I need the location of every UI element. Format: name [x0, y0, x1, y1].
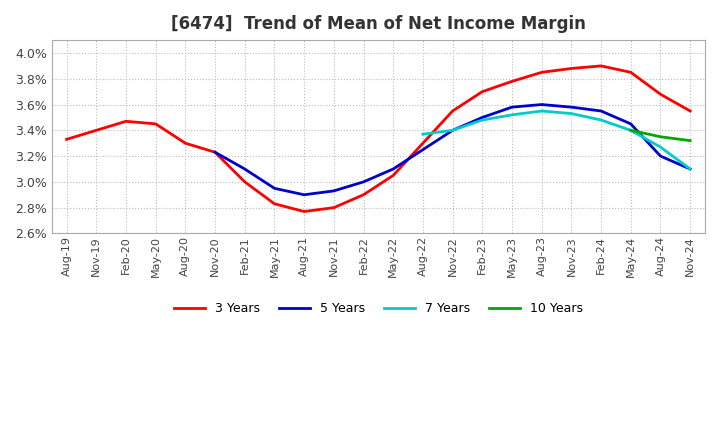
5 Years: [330, 188, 338, 194]
7 Years: [686, 166, 695, 172]
3 Years: [478, 89, 487, 94]
5 Years: [211, 150, 220, 155]
10 Years: [686, 138, 695, 143]
7 Years: [656, 144, 665, 150]
Line: 7 Years: 7 Years: [423, 111, 690, 169]
3 Years: [211, 150, 220, 155]
5 Years: [300, 192, 308, 198]
3 Years: [537, 70, 546, 75]
3 Years: [597, 63, 606, 69]
7 Years: [508, 112, 516, 117]
Line: 10 Years: 10 Years: [631, 130, 690, 141]
7 Years: [567, 111, 576, 116]
5 Years: [537, 102, 546, 107]
7 Years: [597, 117, 606, 123]
Legend: 3 Years, 5 Years, 7 Years, 10 Years: 3 Years, 5 Years, 7 Years, 10 Years: [168, 297, 588, 320]
5 Years: [270, 186, 279, 191]
5 Years: [567, 104, 576, 110]
3 Years: [626, 70, 635, 75]
Line: 3 Years: 3 Years: [66, 66, 690, 212]
7 Years: [626, 128, 635, 133]
5 Years: [240, 166, 249, 172]
10 Years: [626, 128, 635, 133]
3 Years: [122, 119, 130, 124]
3 Years: [418, 140, 427, 146]
3 Years: [300, 209, 308, 214]
Title: [6474]  Trend of Mean of Net Income Margin: [6474] Trend of Mean of Net Income Margi…: [171, 15, 586, 33]
3 Years: [181, 140, 189, 146]
3 Years: [240, 179, 249, 184]
3 Years: [656, 92, 665, 97]
3 Years: [508, 79, 516, 84]
7 Years: [537, 108, 546, 114]
3 Years: [449, 108, 457, 114]
5 Years: [449, 128, 457, 133]
5 Years: [418, 147, 427, 152]
10 Years: [656, 134, 665, 139]
5 Years: [597, 108, 606, 114]
7 Years: [449, 128, 457, 133]
3 Years: [151, 121, 160, 127]
3 Years: [92, 128, 101, 133]
3 Years: [270, 201, 279, 206]
5 Years: [626, 121, 635, 127]
5 Years: [686, 166, 695, 172]
3 Years: [389, 173, 397, 178]
5 Years: [508, 104, 516, 110]
3 Years: [359, 192, 368, 198]
7 Years: [478, 117, 487, 123]
3 Years: [686, 108, 695, 114]
5 Years: [478, 115, 487, 120]
5 Years: [389, 166, 397, 172]
5 Years: [656, 154, 665, 159]
3 Years: [330, 205, 338, 210]
Line: 5 Years: 5 Years: [215, 105, 690, 195]
7 Years: [418, 132, 427, 137]
5 Years: [359, 179, 368, 184]
3 Years: [567, 66, 576, 71]
3 Years: [62, 137, 71, 142]
